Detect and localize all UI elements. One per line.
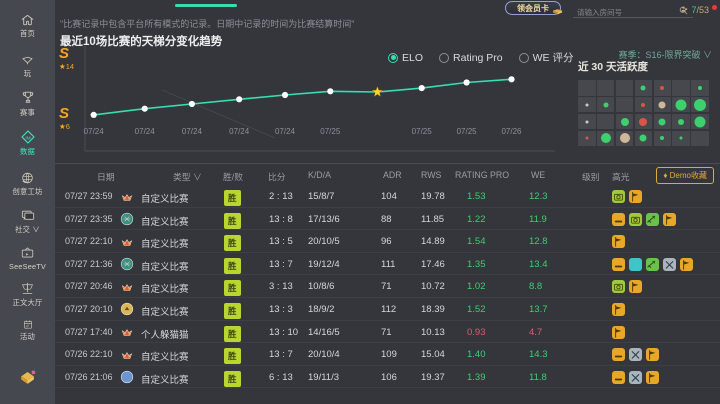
svg-text:IM: IM xyxy=(25,135,30,140)
